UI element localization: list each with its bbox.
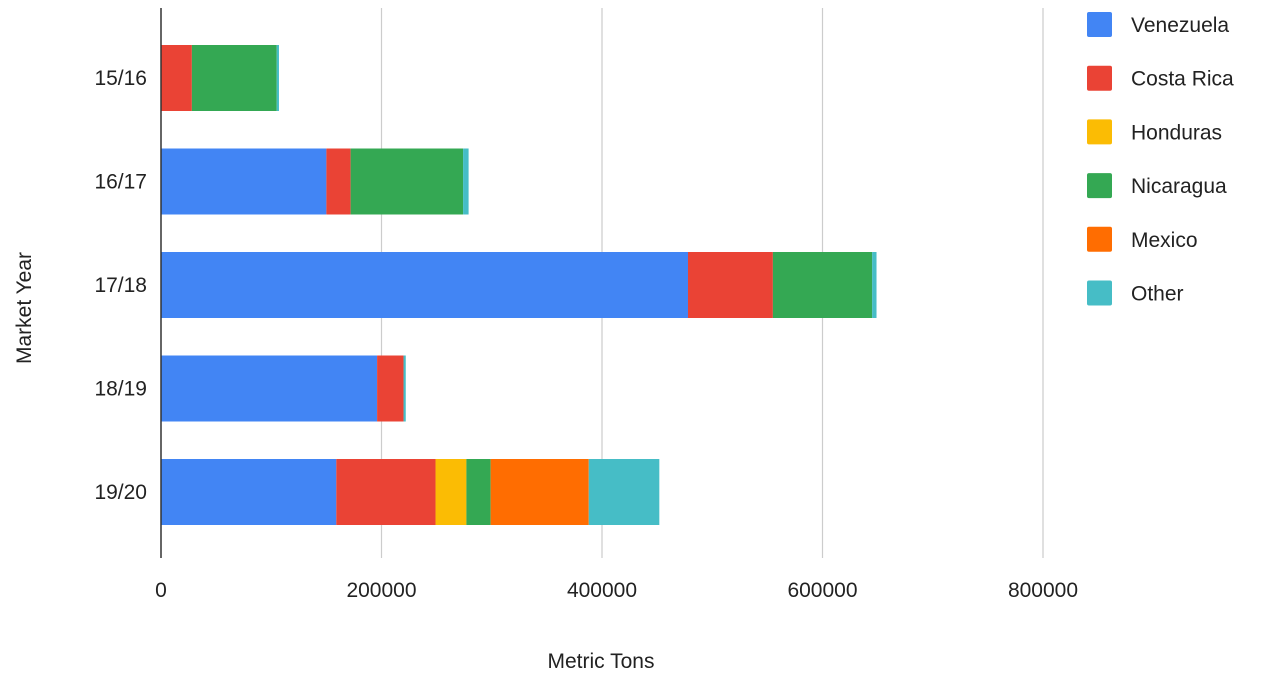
legend-swatch — [1087, 119, 1112, 145]
legend-label: Other — [1131, 283, 1184, 306]
y-tick-label: 17/18 — [94, 274, 147, 297]
bar-segment-costa-rica — [326, 148, 351, 215]
bar-segment-venezuela — [161, 459, 337, 525]
x-axis-title: Metric Tons — [548, 650, 655, 673]
bar-segment-other — [276, 45, 279, 111]
y-tick-label: 19/20 — [94, 481, 147, 504]
bar-segment-costa-rica — [377, 355, 404, 422]
bars — [161, 45, 877, 525]
x-tick-label: 0 — [155, 579, 167, 602]
bar-segment-costa-rica — [687, 252, 773, 318]
bar-segment-venezuela — [161, 252, 688, 318]
bar-segment-other — [872, 252, 877, 318]
legend: Venezuela Costa Rica Honduras Nicaragua Mexi… — [1087, 12, 1234, 306]
legend-swatch — [1087, 12, 1112, 37]
x-tick-label: 600000 — [787, 579, 857, 602]
bar-segment-mexico — [490, 459, 589, 525]
x-tick-label: 800000 — [1008, 579, 1078, 602]
x-tick-label: 200000 — [346, 579, 416, 602]
legend-swatch — [1087, 280, 1112, 306]
legend-label: Nicaragua — [1131, 175, 1227, 198]
x-tick-label: 400000 — [567, 579, 637, 602]
bar-segment-costa-rica — [336, 459, 436, 525]
y-tick-label: 18/19 — [94, 378, 147, 401]
legend-label: Venezuela — [1131, 14, 1229, 37]
bar-segment-other — [588, 459, 660, 525]
bar-segment-nicaragua — [466, 459, 491, 525]
x-axis-tick-labels: 0 200000 400000 600000 800000 — [155, 579, 1078, 602]
legend-swatch — [1087, 65, 1112, 91]
legend-label: Mexico — [1131, 229, 1198, 252]
legend-label: Honduras — [1131, 121, 1222, 144]
bar-segment-nicaragua — [350, 148, 464, 215]
y-axis-tick-labels: 15/16 16/17 17/18 18/19 19/20 — [94, 67, 147, 504]
legend-label: Costa Rica — [1131, 68, 1234, 91]
y-tick-label: 15/16 — [94, 67, 147, 90]
bar-segment-venezuela — [161, 355, 378, 422]
y-axis-title: Market Year — [13, 252, 36, 364]
bar-segment-nicaragua — [191, 45, 277, 111]
y-tick-label: 16/17 — [94, 171, 147, 194]
bar-segment-costa-rica — [161, 45, 192, 111]
legend-swatch — [1087, 226, 1112, 252]
bar-segment-venezuela — [161, 148, 327, 215]
bar-segment-other — [403, 355, 406, 422]
legend-swatch — [1087, 173, 1112, 199]
bar-segment-honduras — [435, 459, 467, 525]
bar-segment-nicaragua — [772, 252, 873, 318]
bar-segment-other — [463, 148, 469, 215]
